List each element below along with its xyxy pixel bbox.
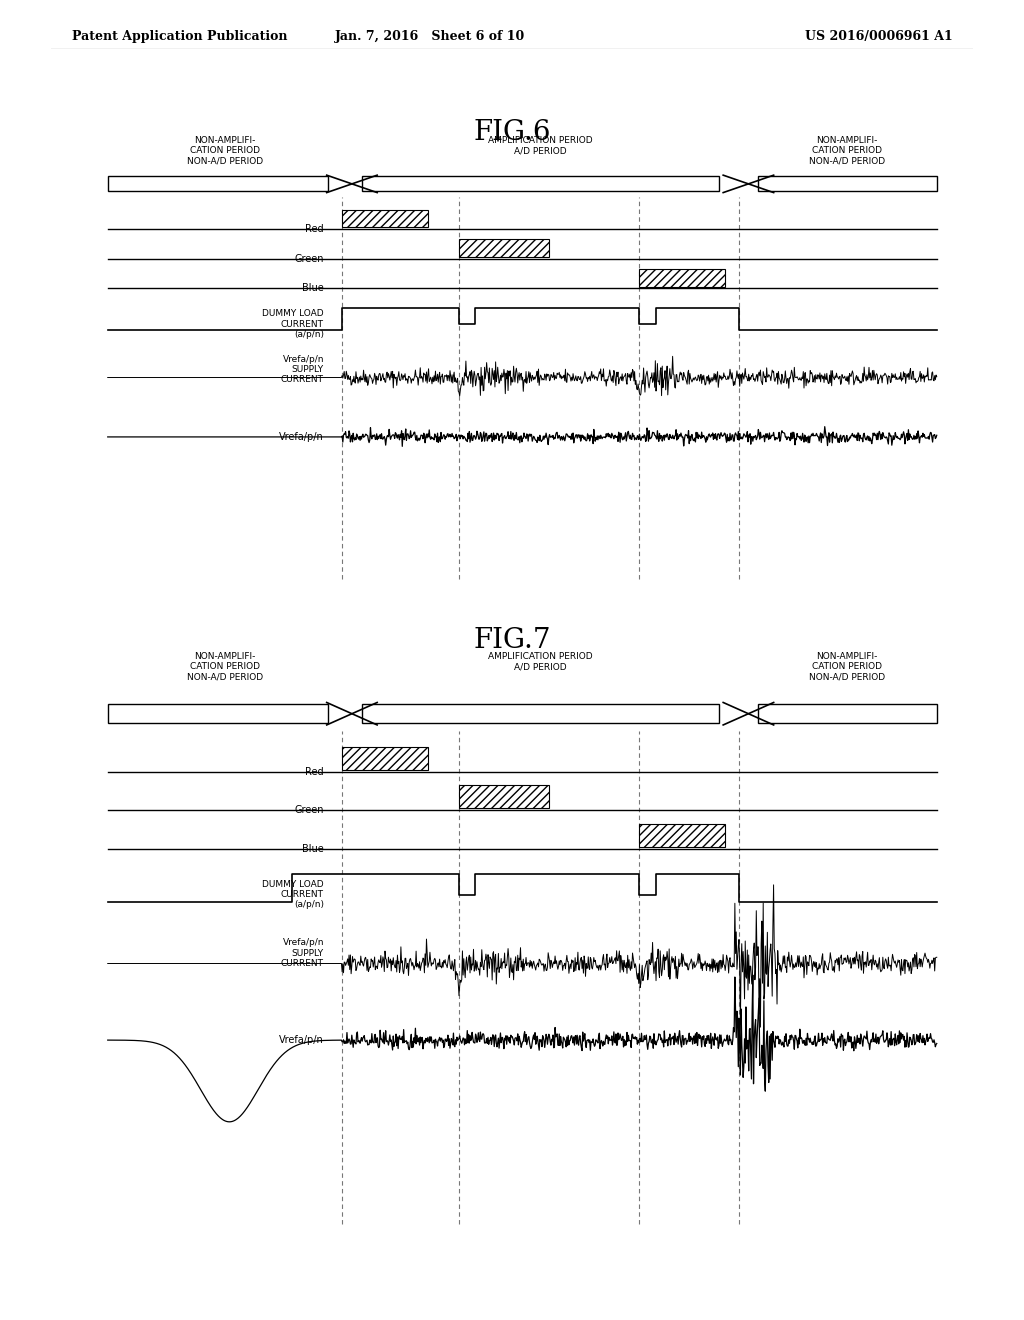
Text: Blue: Blue [302,843,324,854]
Text: Blue: Blue [302,284,324,293]
Text: Vrefa/p/n: Vrefa/p/n [280,432,324,442]
Text: Green: Green [295,253,324,264]
Text: Vrefa/p/n
SUPPLY
CURRENT: Vrefa/p/n SUPPLY CURRENT [281,355,324,384]
Text: NON-AMPLIFI-
CATION PERIOD
NON-A/D PERIOD: NON-AMPLIFI- CATION PERIOD NON-A/D PERIO… [809,652,885,681]
Text: NON-AMPLIFI-
CATION PERIOD
NON-A/D PERIOD: NON-AMPLIFI- CATION PERIOD NON-A/D PERIO… [809,136,885,166]
Text: Red: Red [305,224,324,234]
Bar [361,177,719,191]
Bar [759,704,937,723]
Text: Green: Green [295,805,324,816]
Text: AMPLIFICATION PERIOD
A/D PERIOD: AMPLIFICATION PERIOD A/D PERIOD [488,136,593,156]
Text: NON-AMPLIFI-
CATION PERIOD
NON-A/D PERIOD: NON-AMPLIFI- CATION PERIOD NON-A/D PERIO… [186,652,263,681]
Bar [759,177,937,191]
Bar [459,239,549,257]
Text: Vrefa/p/n
SUPPLY
CURRENT: Vrefa/p/n SUPPLY CURRENT [281,939,324,968]
Text: Patent Application Publication: Patent Application Publication [72,30,287,44]
Bar [108,177,329,191]
Text: DUMMY LOAD
CURRENT
(a/p/n): DUMMY LOAD CURRENT (a/p/n) [262,879,324,909]
Text: NON-AMPLIFI-
CATION PERIOD
NON-A/D PERIOD: NON-AMPLIFI- CATION PERIOD NON-A/D PERIO… [186,136,263,166]
Bar [639,269,725,286]
Bar [639,824,725,846]
Text: FIG.6: FIG.6 [473,119,551,145]
Text: Vrefa/p/n: Vrefa/p/n [280,1035,324,1045]
Bar [361,704,719,723]
Bar [342,747,428,770]
Text: FIG.7: FIG.7 [473,627,551,653]
Bar [459,785,549,808]
Text: US 2016/0006961 A1: US 2016/0006961 A1 [805,30,952,44]
Text: AMPLIFICATION PERIOD
A/D PERIOD: AMPLIFICATION PERIOD A/D PERIOD [488,652,593,672]
Text: DUMMY LOAD
CURRENT
(a/p/n): DUMMY LOAD CURRENT (a/p/n) [262,309,324,339]
Text: Red: Red [305,767,324,777]
Bar [342,210,428,227]
Bar [108,704,329,723]
Text: Jan. 7, 2016   Sheet 6 of 10: Jan. 7, 2016 Sheet 6 of 10 [335,30,525,44]
